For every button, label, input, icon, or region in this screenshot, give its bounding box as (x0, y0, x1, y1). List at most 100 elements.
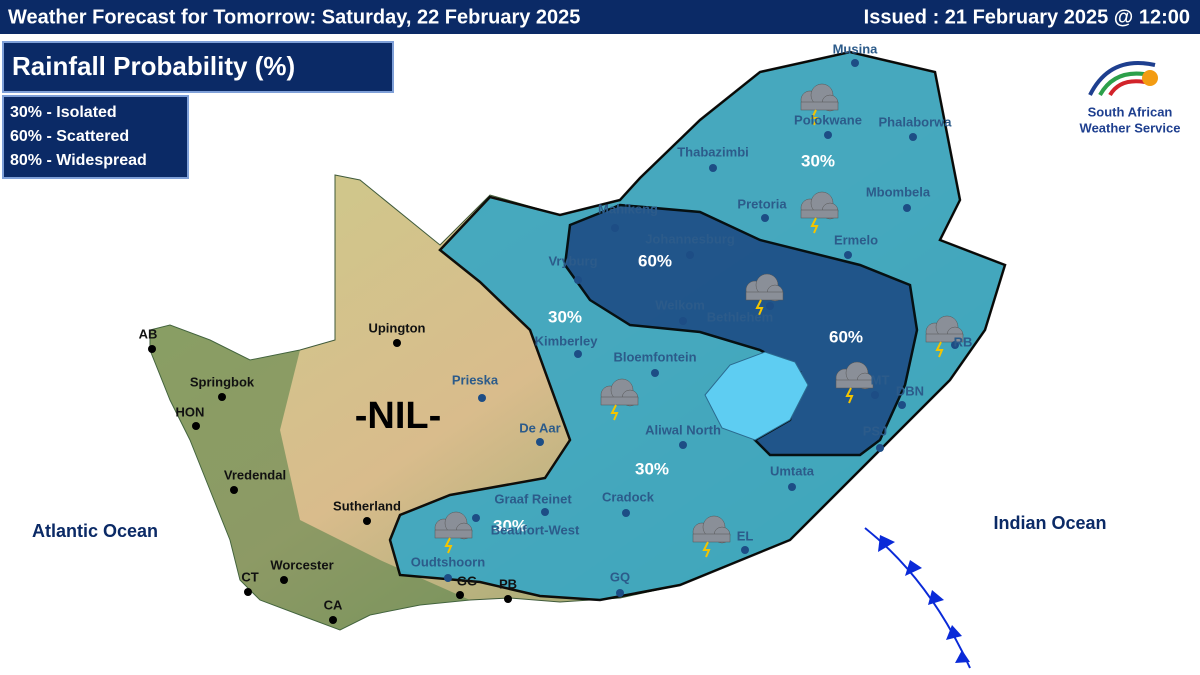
city-label: Vredendal (224, 467, 286, 482)
lightning (845, 387, 854, 404)
city-dot (541, 508, 549, 516)
lesotho (704, 351, 809, 441)
city-dot (280, 576, 288, 584)
city-label: Prieska (452, 372, 499, 387)
logo-text: South African (1088, 104, 1173, 119)
front-triangles (878, 535, 970, 663)
zone-label: 60% (638, 251, 672, 270)
city-label: RB (954, 334, 973, 349)
city-label: Polokwane (794, 112, 862, 127)
city-dot (444, 574, 452, 582)
city-label: GG (457, 573, 477, 588)
city-label: CT (241, 569, 258, 584)
city-dot (898, 401, 906, 409)
city-label: Aliwal North (645, 422, 721, 437)
issued: Issued : 21 February 2025 @ 12:00 (864, 6, 1190, 28)
cloud-icon (692, 515, 731, 558)
lightning (810, 217, 819, 234)
city-label: Worcester (270, 557, 333, 572)
city-label: Mbombela (866, 184, 931, 199)
city-label: Graaf Reinet (494, 491, 572, 506)
city-label: PSJ (863, 423, 888, 438)
city-label: Welkom (655, 297, 705, 312)
city-label: Beaufort-West (491, 522, 580, 537)
logo-text: Weather Service (1080, 120, 1181, 135)
city-dot (611, 224, 619, 232)
city-dot (192, 422, 200, 430)
zone-60 (563, 203, 919, 457)
city-label: CA (324, 597, 343, 612)
city-dot (951, 341, 959, 349)
zone-label: -NIL- (355, 395, 442, 437)
city-dot (761, 214, 769, 222)
panel-title: Rainfall Probability (%) (12, 51, 295, 81)
city-dot (788, 483, 796, 491)
cloud-part (745, 291, 784, 301)
city-label: Umtata (770, 463, 815, 478)
city-label: Upington (368, 320, 425, 335)
city-dot (709, 164, 717, 172)
city-dot (844, 251, 852, 259)
city-label: Thabazimbi (677, 144, 749, 159)
lightning (935, 341, 944, 358)
city-dot (903, 204, 911, 212)
cloud-icon (925, 315, 964, 358)
zone-label: 30% (548, 307, 582, 326)
city-dot (741, 546, 749, 554)
city-label: Springbok (190, 374, 255, 389)
city-dot (329, 616, 337, 624)
city-dot (504, 595, 512, 603)
cloud-icon (800, 191, 839, 234)
cloud-part (600, 396, 639, 406)
city-label: Bloemfontein (613, 349, 696, 364)
city-dot (622, 509, 630, 517)
west-coast-green (150, 325, 470, 630)
cloud-icon (745, 273, 784, 316)
lightning (810, 109, 819, 126)
city-label: Johannesburg (645, 231, 735, 246)
city-dot (686, 251, 694, 259)
city-dot (478, 394, 486, 402)
city-dot (218, 393, 226, 401)
city-label: HON (176, 404, 205, 419)
city-dot (244, 588, 252, 596)
city-dot (363, 517, 371, 525)
city-label: Vryburg (548, 253, 597, 268)
city-dot (230, 486, 238, 494)
city-label: Musina (833, 41, 879, 56)
weather-icons (434, 83, 964, 558)
cloud-part (692, 533, 731, 543)
city-label: Ermelo (834, 232, 878, 247)
lightning (610, 404, 619, 421)
city-label: MT (871, 372, 890, 387)
city-dot (909, 133, 917, 141)
city-label: Kimberley (535, 333, 599, 348)
cloud-part (835, 379, 874, 389)
zone-label: 30% (801, 151, 835, 170)
city-label: Phalaborwa (879, 114, 953, 129)
legend-item: 30% - Isolated (10, 104, 117, 121)
city-dot (824, 131, 832, 139)
city-dot (766, 302, 774, 310)
city-label: Oudtshoorn (411, 554, 485, 569)
city-label: Bethlehem (707, 309, 773, 324)
city-label: EL (737, 528, 754, 543)
lightning (755, 299, 764, 316)
city-label: PB (499, 576, 517, 591)
city-dot (871, 391, 879, 399)
panel-box (2, 41, 394, 93)
cloud-icon (800, 83, 839, 126)
zone-label: 60% (829, 327, 863, 346)
cloud-part (925, 333, 964, 343)
city-dot (651, 369, 659, 377)
city-label: Cradock (602, 489, 655, 504)
city-dot (574, 350, 582, 358)
header-title: Weather Forecast for Tomorrow: Saturday,… (8, 6, 580, 28)
city-label: De Aar (519, 420, 560, 435)
logo-mark (1088, 61, 1158, 97)
city-dot (574, 276, 582, 284)
city-dot (679, 317, 687, 325)
city-dot (148, 345, 156, 353)
lightning (444, 537, 453, 554)
